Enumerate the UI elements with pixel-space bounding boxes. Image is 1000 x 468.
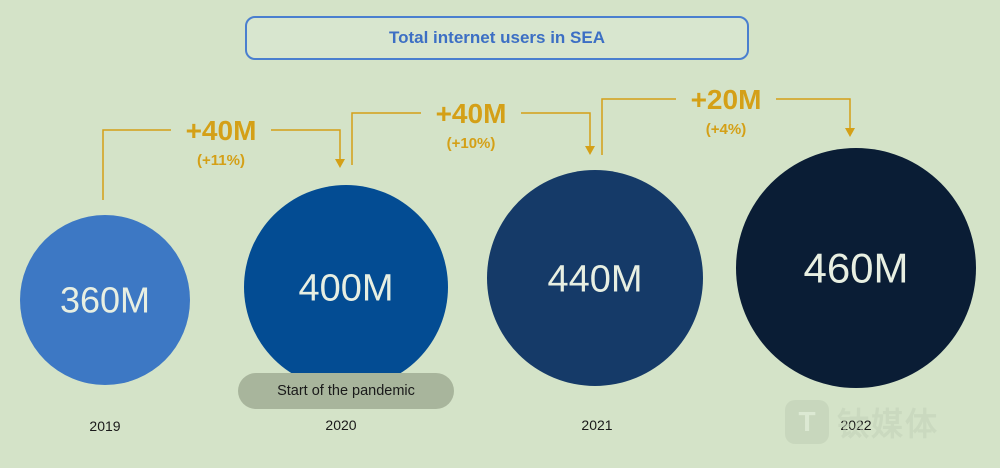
arrow-head bbox=[845, 128, 855, 137]
connector-line-right bbox=[521, 112, 591, 147]
bubble-2020 bbox=[244, 185, 448, 389]
bubble-2022 bbox=[736, 148, 976, 388]
connector-line-right bbox=[271, 129, 341, 160]
change-connector-2: +40M (+10%) bbox=[351, 98, 595, 165]
pandemic-annotation: Start of the pandemic bbox=[238, 373, 454, 409]
watermark-logo: T bbox=[785, 400, 829, 444]
value-label-2020: 400M bbox=[298, 267, 393, 309]
change-label: +40M bbox=[436, 98, 507, 129]
chart-title: Total internet users in SEA bbox=[245, 16, 749, 60]
watermark: T 钛媒体 bbox=[785, 397, 980, 447]
connector-line-left bbox=[601, 98, 676, 155]
year-label-2021: 2021 bbox=[581, 417, 612, 433]
bubble-2021 bbox=[487, 170, 703, 386]
arrow-head bbox=[585, 146, 595, 155]
change-pct-label: (+4%) bbox=[706, 121, 746, 138]
value-label-2022: 460M bbox=[803, 245, 908, 292]
year-label-2022: 2022 bbox=[840, 417, 871, 433]
value-label-2019: 360M bbox=[60, 280, 150, 321]
change-pct-label: (+11%) bbox=[197, 152, 245, 169]
change-pct-label: (+10%) bbox=[447, 135, 496, 152]
bubble-2019 bbox=[20, 215, 190, 385]
connector-line-right bbox=[776, 98, 851, 129]
change-connector-1: +40M (+11%) bbox=[102, 115, 345, 200]
year-label-2020: 2020 bbox=[325, 417, 356, 433]
connector-line-left bbox=[102, 129, 171, 200]
connector-line-left bbox=[351, 112, 421, 165]
change-connector-3: +20M (+4%) bbox=[601, 84, 855, 155]
change-label: +40M bbox=[186, 115, 257, 146]
arrow-head bbox=[335, 159, 345, 168]
value-label-2021: 440M bbox=[547, 258, 642, 300]
year-label-2019: 2019 bbox=[89, 418, 120, 434]
change-label: +20M bbox=[691, 84, 762, 115]
watermark-text: 钛媒体 bbox=[837, 406, 940, 442]
